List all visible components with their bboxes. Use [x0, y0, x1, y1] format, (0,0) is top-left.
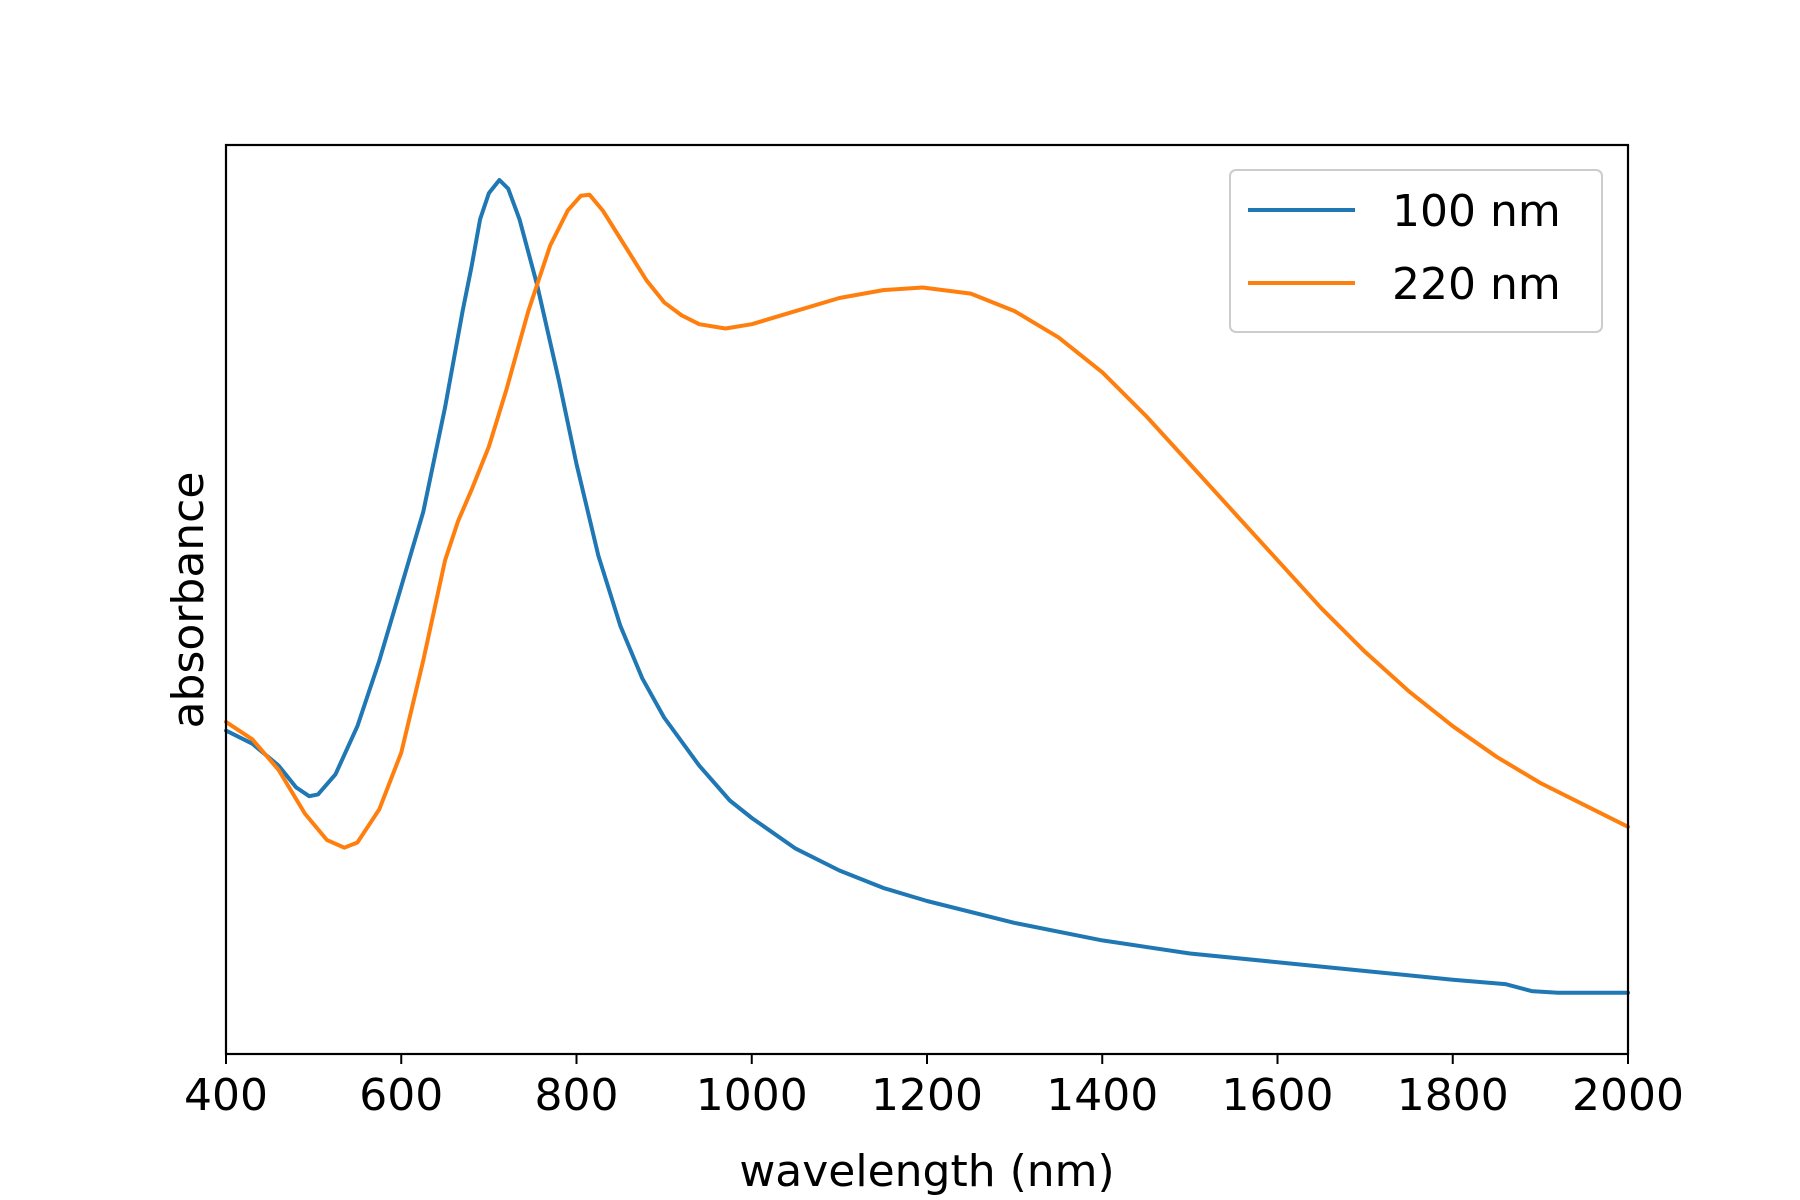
x-tick-label: 1800 — [1397, 1070, 1509, 1121]
x-tick-label: 2000 — [1572, 1070, 1684, 1121]
x-tick-label: 400 — [184, 1070, 268, 1121]
y-axis-label: absorbance — [163, 472, 214, 729]
series-line-100-nm — [224, 178, 1630, 995]
x-tick-label: 1600 — [1222, 1070, 1334, 1121]
legend-label-220-nm: 220 nm — [1392, 259, 1561, 310]
plot-lines — [224, 178, 1630, 995]
x-tick-label: 600 — [359, 1070, 443, 1121]
x-tick-label: 1000 — [696, 1070, 808, 1121]
x-tick-label: 1400 — [1046, 1070, 1158, 1121]
x-axis-label: wavelength (nm) — [739, 1146, 1114, 1197]
series-line-220-nm — [224, 192, 1630, 850]
legend: 100 nm 220 nm — [1229, 169, 1603, 333]
legend-label-100-nm: 100 nm — [1392, 186, 1561, 237]
x-tick-label: 1200 — [871, 1070, 983, 1121]
x-tick-label: 800 — [535, 1070, 619, 1121]
x-axis-ticks: 400 600 800 1000 1200 1400 1600 1800 2000 — [184, 1054, 1684, 1121]
